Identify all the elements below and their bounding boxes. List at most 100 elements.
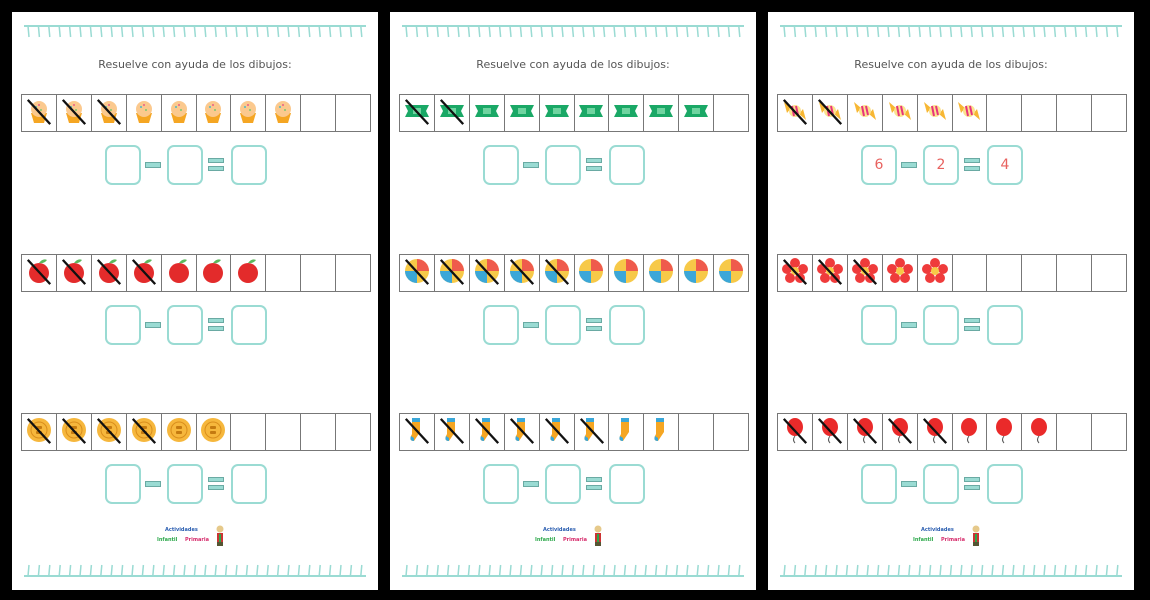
cupcake-icon: [165, 97, 193, 129]
minuend-box[interactable]: [105, 145, 141, 185]
grid-cell: [470, 414, 505, 450]
result-box[interactable]: [987, 464, 1023, 504]
grid-cell: [505, 255, 540, 291]
logo-text: Primaria: [563, 537, 587, 543]
candy-icon: [816, 97, 844, 129]
grid-cell: [470, 95, 505, 131]
grid-cell: [714, 255, 748, 291]
grid-cell: [127, 95, 162, 131]
sharpener-icon: [577, 97, 605, 129]
candy-icon: [851, 97, 879, 129]
subtrahend-box[interactable]: [923, 464, 959, 504]
result-box[interactable]: [231, 145, 267, 185]
grid-cell: [679, 255, 715, 291]
equals-sign: [208, 318, 224, 332]
sharpener-icon: [682, 97, 710, 129]
ball-icon: [612, 257, 640, 289]
minuend-box[interactable]: [105, 305, 141, 345]
result-box[interactable]: [987, 305, 1023, 345]
grid-cell: [644, 95, 680, 131]
grid-cell: [1057, 255, 1093, 291]
grid-cell: [575, 414, 610, 450]
button-icon: [95, 416, 123, 448]
ball-icon: [682, 257, 710, 289]
minuend-box[interactable]: [105, 464, 141, 504]
grid-cell: [848, 414, 883, 450]
grid-cell: [918, 95, 953, 131]
subtrahend-box[interactable]: [167, 305, 203, 345]
logo-text: Primaria: [941, 537, 965, 543]
sharpener-icon: [508, 97, 536, 129]
grid-cell: [435, 95, 470, 131]
grid-cell: [540, 414, 575, 450]
result-box[interactable]: [609, 145, 645, 185]
minus-sign: [901, 162, 917, 168]
grid-cell: [400, 95, 435, 131]
subtraction-equation: [390, 145, 756, 185]
result-box[interactable]: [609, 464, 645, 504]
grid-cell: [540, 255, 575, 291]
grid-cell: [1022, 414, 1058, 450]
balloon-icon: [921, 416, 949, 448]
subtraction-equation: [12, 145, 378, 185]
minuend-box[interactable]: [861, 464, 897, 504]
grid-cell: [918, 414, 953, 450]
subtrahend-box[interactable]: 2: [923, 145, 959, 185]
balloon-icon: [1025, 416, 1053, 448]
grid-cell: [848, 95, 883, 131]
grid-cell: [231, 414, 267, 450]
subtraction-equation: [12, 464, 378, 504]
logo-text: Actividades: [921, 527, 954, 533]
grid-cell: [400, 255, 435, 291]
logo-text: Infantil: [535, 537, 556, 543]
grid-cell: [92, 414, 127, 450]
subtrahend-box[interactable]: [545, 145, 581, 185]
apple-icon: [165, 257, 193, 289]
grid-cell: [778, 95, 813, 131]
minuend-box[interactable]: 6: [861, 145, 897, 185]
subtraction-equation: [390, 305, 756, 345]
grid-cell: [57, 255, 92, 291]
grid-cell: [714, 95, 748, 131]
bottom-border-decoration: [402, 564, 744, 578]
minuend-box[interactable]: [483, 464, 519, 504]
counting-grid: [777, 94, 1127, 132]
sock-icon: [508, 416, 536, 448]
button-icon: [60, 416, 88, 448]
subtrahend-box[interactable]: [167, 464, 203, 504]
minus-sign: [145, 162, 161, 168]
result-box[interactable]: [231, 305, 267, 345]
grid-cell: [679, 95, 715, 131]
minuend-box[interactable]: [483, 145, 519, 185]
minuend-box[interactable]: [483, 305, 519, 345]
flower-icon: [816, 257, 844, 289]
result-box[interactable]: [231, 464, 267, 504]
result-box[interactable]: [609, 305, 645, 345]
apple-icon: [199, 257, 227, 289]
grid-cell: [22, 414, 57, 450]
grid-cell: [778, 414, 813, 450]
counting-grid: [777, 254, 1127, 292]
result-box[interactable]: 4: [987, 145, 1023, 185]
balloon-icon: [886, 416, 914, 448]
subtrahend-box[interactable]: [545, 464, 581, 504]
grid-cell: [435, 255, 470, 291]
minus-sign: [523, 481, 539, 487]
grid-cell: [400, 414, 435, 450]
equals-sign: [208, 477, 224, 491]
grid-cell: [1057, 414, 1093, 450]
subtrahend-box[interactable]: [923, 305, 959, 345]
subtrahend-box[interactable]: [167, 145, 203, 185]
subtraction-equation: [768, 464, 1134, 504]
flower-icon: [886, 257, 914, 289]
candy-icon: [921, 97, 949, 129]
minuend-box[interactable]: [861, 305, 897, 345]
subtrahend-box[interactable]: [545, 305, 581, 345]
grid-cell: [22, 95, 57, 131]
grid-cell: [987, 414, 1023, 450]
subtraction-equation: 6 2 4: [768, 145, 1134, 185]
worksheet-page: Resuelve con ayuda de los dibujos: Activ…: [12, 12, 378, 590]
equals-sign: [586, 318, 602, 332]
subtraction-equation: [390, 464, 756, 504]
grid-cell: [162, 255, 197, 291]
